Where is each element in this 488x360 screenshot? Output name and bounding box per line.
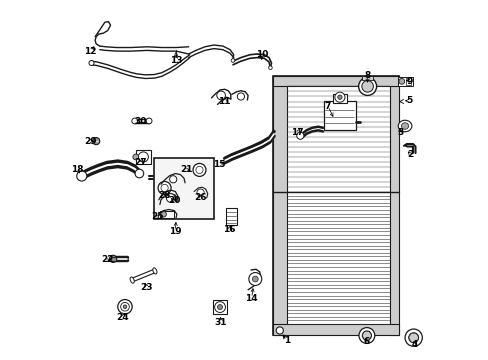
- Circle shape: [161, 184, 168, 192]
- Ellipse shape: [401, 123, 408, 129]
- Circle shape: [337, 95, 342, 99]
- Text: 19: 19: [169, 227, 182, 236]
- Circle shape: [121, 302, 129, 311]
- Text: 10: 10: [255, 50, 267, 59]
- Text: 7: 7: [324, 102, 330, 111]
- Ellipse shape: [130, 277, 134, 283]
- Bar: [273, 76, 399, 335]
- Circle shape: [109, 255, 117, 262]
- Circle shape: [196, 166, 203, 174]
- Bar: [212, 300, 227, 314]
- Circle shape: [404, 329, 422, 346]
- Circle shape: [408, 333, 418, 343]
- Bar: [160, 211, 174, 218]
- Circle shape: [216, 91, 225, 100]
- Circle shape: [268, 66, 272, 69]
- Text: 21: 21: [180, 166, 192, 175]
- Bar: [397, 77, 412, 86]
- Circle shape: [123, 305, 126, 309]
- Circle shape: [132, 118, 137, 124]
- Circle shape: [77, 171, 87, 181]
- Circle shape: [89, 60, 94, 66]
- Text: 13: 13: [169, 56, 182, 65]
- Text: 29: 29: [84, 137, 97, 146]
- Circle shape: [296, 132, 303, 139]
- Bar: [153, 158, 214, 219]
- Circle shape: [398, 78, 404, 84]
- Bar: [111, 257, 115, 261]
- Ellipse shape: [397, 120, 411, 132]
- Circle shape: [92, 138, 100, 145]
- Bar: [273, 324, 399, 335]
- Text: 9: 9: [406, 77, 412, 86]
- Ellipse shape: [153, 268, 157, 274]
- Text: 16: 16: [223, 225, 235, 234]
- Circle shape: [158, 181, 171, 194]
- Text: 30: 30: [134, 117, 146, 126]
- Text: 14: 14: [245, 294, 258, 302]
- Circle shape: [193, 163, 205, 176]
- Text: 8: 8: [364, 71, 370, 80]
- Circle shape: [118, 300, 132, 314]
- Circle shape: [334, 92, 344, 102]
- Circle shape: [276, 327, 283, 334]
- Text: 6: 6: [363, 337, 369, 346]
- Bar: [323, 101, 355, 130]
- Circle shape: [146, 118, 152, 124]
- Circle shape: [248, 273, 261, 285]
- Text: 1: 1: [283, 336, 289, 345]
- Text: 27: 27: [134, 158, 147, 167]
- Circle shape: [358, 77, 376, 95]
- Text: 5: 5: [406, 96, 412, 105]
- Circle shape: [217, 305, 222, 310]
- Circle shape: [133, 154, 139, 160]
- Text: 18: 18: [71, 166, 83, 175]
- Bar: [406, 78, 410, 85]
- Circle shape: [166, 194, 175, 202]
- Bar: [273, 76, 399, 86]
- Text: 4: 4: [410, 341, 417, 349]
- Circle shape: [358, 328, 374, 343]
- Circle shape: [231, 59, 234, 62]
- Circle shape: [169, 176, 177, 183]
- Circle shape: [252, 276, 258, 282]
- Circle shape: [214, 302, 225, 312]
- Text: 31: 31: [214, 318, 227, 327]
- Circle shape: [160, 211, 166, 217]
- Bar: [389, 76, 399, 335]
- Text: 24: 24: [116, 313, 129, 322]
- Text: 17: 17: [291, 128, 304, 137]
- Text: 20: 20: [168, 197, 180, 205]
- Bar: [362, 76, 372, 80]
- Circle shape: [237, 93, 244, 100]
- Circle shape: [197, 189, 204, 196]
- Bar: [225, 208, 236, 225]
- Text: 2: 2: [407, 150, 413, 159]
- Text: 28: 28: [158, 191, 170, 199]
- Text: 12: 12: [84, 47, 97, 56]
- Text: 11: 11: [218, 97, 230, 106]
- Circle shape: [361, 81, 373, 92]
- Bar: [332, 94, 346, 103]
- Circle shape: [138, 152, 148, 162]
- Text: 25: 25: [151, 212, 163, 221]
- Text: 22: 22: [101, 256, 114, 264]
- Bar: [136, 150, 151, 164]
- Circle shape: [362, 331, 371, 340]
- Text: 15: 15: [213, 161, 225, 170]
- Circle shape: [135, 169, 143, 178]
- Text: 3: 3: [396, 128, 403, 137]
- Text: 23: 23: [140, 283, 153, 292]
- Text: 26: 26: [194, 193, 206, 202]
- Bar: [273, 76, 286, 335]
